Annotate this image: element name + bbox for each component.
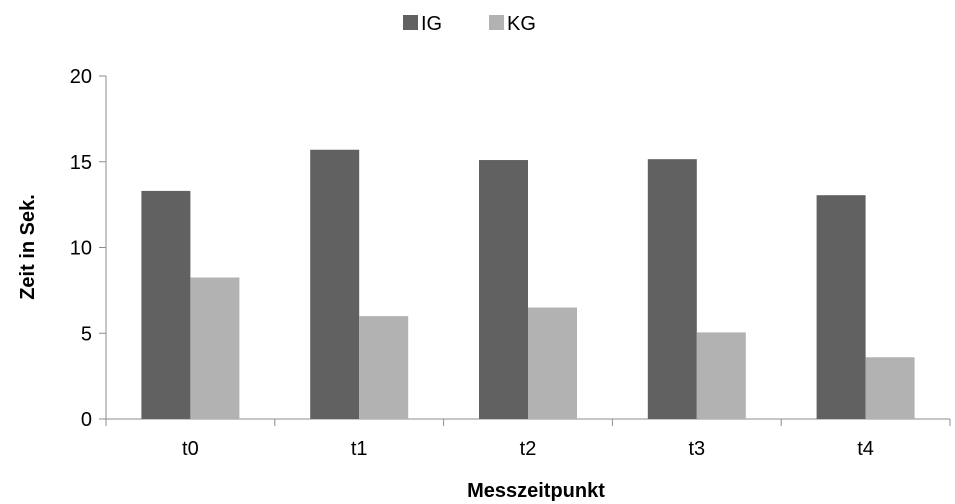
- y-tick-label-4: 20: [70, 66, 92, 88]
- bar-kg-t0: [190, 277, 240, 419]
- y-axis-title: Zeit in Sek.: [17, 194, 39, 300]
- bar-ig-t3: [647, 159, 697, 420]
- bar-kg-t1: [359, 316, 409, 419]
- bar-ig-t0: [141, 190, 191, 419]
- legend-label-kg: KG: [507, 13, 536, 35]
- bar-kg-t3: [696, 332, 746, 419]
- bar-ig-t4: [816, 195, 866, 419]
- y-tick-label-2: 10: [70, 238, 92, 260]
- y-tick-label-0: 0: [81, 409, 92, 431]
- y-tick-label-1: 5: [81, 323, 92, 345]
- x-tick-label-t0: t0: [182, 438, 199, 460]
- x-tick-label-t3: t3: [688, 438, 705, 460]
- legend-swatch-ig: [403, 15, 418, 30]
- bar-kg-t2: [528, 307, 577, 419]
- y-tick-label-3: 15: [70, 152, 92, 174]
- bar-kg-t4: [865, 357, 915, 419]
- plot-area: 0 5 10 15 20 t0 t1 t2 t3 t4: [70, 66, 951, 460]
- bar-ig-t2: [479, 160, 528, 419]
- x-tick-label-t1: t1: [351, 438, 368, 460]
- x-tick-label-t4: t4: [857, 438, 874, 460]
- x-tick-label-t2: t2: [520, 438, 537, 460]
- x-axis-title: Messzeitpunkt: [467, 480, 605, 502]
- legend-swatch-kg: [489, 15, 504, 30]
- bar-ig-t1: [310, 149, 360, 419]
- legend-label-ig: IG: [421, 13, 442, 35]
- legend: IG KG: [403, 13, 536, 35]
